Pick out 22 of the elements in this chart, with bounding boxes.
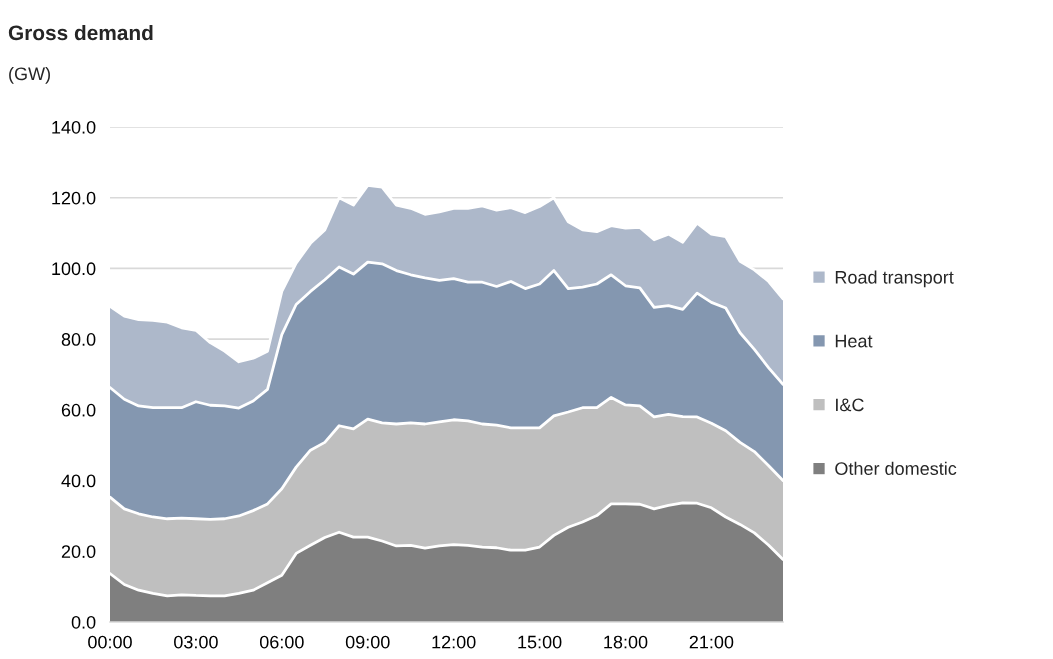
x-tick-label: 00:00 — [88, 635, 132, 649]
x-tick-label: 18:00 — [604, 635, 648, 649]
y-tick-label: 0.0 — [71, 615, 96, 629]
x-tick-label: 21:00 — [689, 635, 734, 649]
y-tick-label: 100.0 — [52, 262, 96, 276]
y-tick-label: 120.0 — [52, 191, 96, 205]
x-tick-label: 15:00 — [518, 635, 562, 649]
y-tick-label: 80.0 — [61, 333, 96, 346]
y-tick-label: 20.0 — [61, 545, 96, 559]
y-tick-label: 140.0 — [52, 120, 96, 134]
x-tick-label: 12:00 — [432, 635, 476, 649]
chart-subtitle: (GW) — [9, 66, 50, 84]
legend-label: I&C — [836, 398, 864, 412]
legend-label: Other domestic — [835, 461, 957, 476]
x-tick-label: 09:00 — [345, 635, 390, 649]
legend-label: Road transport — [835, 270, 954, 288]
x-tick-label: 03:00 — [174, 635, 218, 649]
legend-label: Heat — [835, 334, 873, 348]
chart-title: Gross demand — [8, 24, 153, 41]
y-tick-label: 60.0 — [61, 403, 96, 417]
y-tick-label: 40.0 — [61, 474, 96, 488]
x-tick-label: 06:00 — [259, 635, 304, 649]
